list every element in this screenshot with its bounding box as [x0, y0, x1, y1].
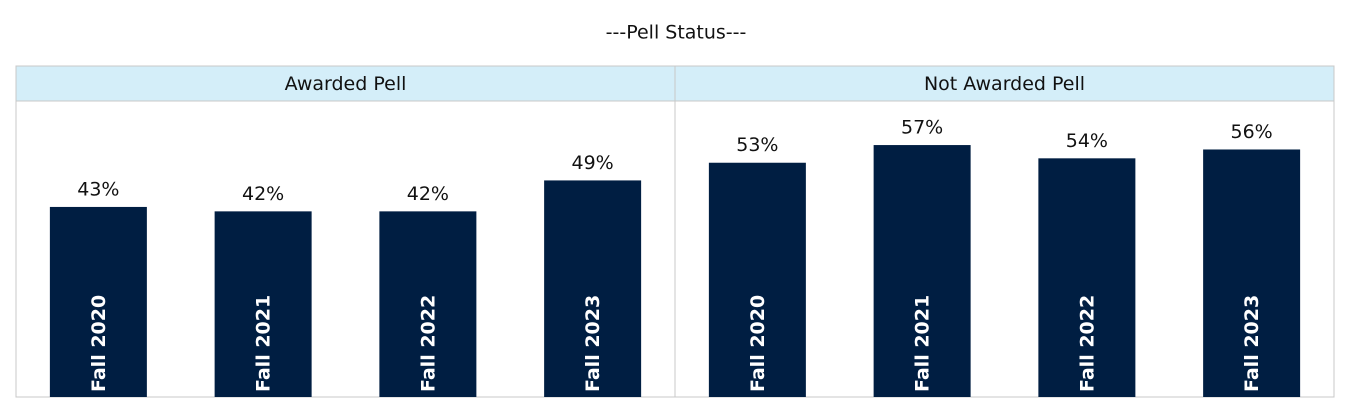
value-label: 54%	[1066, 130, 1108, 152]
value-label: 43%	[77, 178, 119, 200]
panel-title: Awarded Pell	[285, 73, 407, 95]
value-label: 42%	[242, 183, 284, 205]
category-label: Fall 2022	[1076, 295, 1098, 392]
bar	[379, 211, 477, 397]
category-label: Fall 2021	[253, 295, 275, 392]
panel-frame	[674, 100, 1335, 398]
category-label: Fall 2020	[88, 295, 110, 392]
bar	[214, 211, 312, 397]
category-label: Fall 2021	[912, 295, 934, 392]
bar	[49, 206, 147, 397]
category-label: Fall 2023	[582, 295, 604, 392]
category-label: Fall 2022	[417, 295, 439, 392]
panel-header	[15, 65, 676, 102]
value-label: 56%	[1231, 121, 1273, 143]
value-label: 57%	[901, 117, 943, 139]
panel-title: Not Awarded Pell	[924, 73, 1085, 95]
value-label: 42%	[407, 183, 449, 205]
bar	[1203, 149, 1301, 397]
bar	[1038, 158, 1136, 397]
bar	[873, 145, 971, 397]
category-label: Fall 2023	[1241, 295, 1263, 392]
bar	[708, 162, 806, 397]
category-label: Fall 2020	[747, 295, 769, 392]
bar	[544, 180, 642, 397]
value-label: 53%	[736, 134, 778, 156]
chart-title: ---Pell Status---	[606, 22, 747, 44]
value-label: 49%	[572, 152, 614, 174]
